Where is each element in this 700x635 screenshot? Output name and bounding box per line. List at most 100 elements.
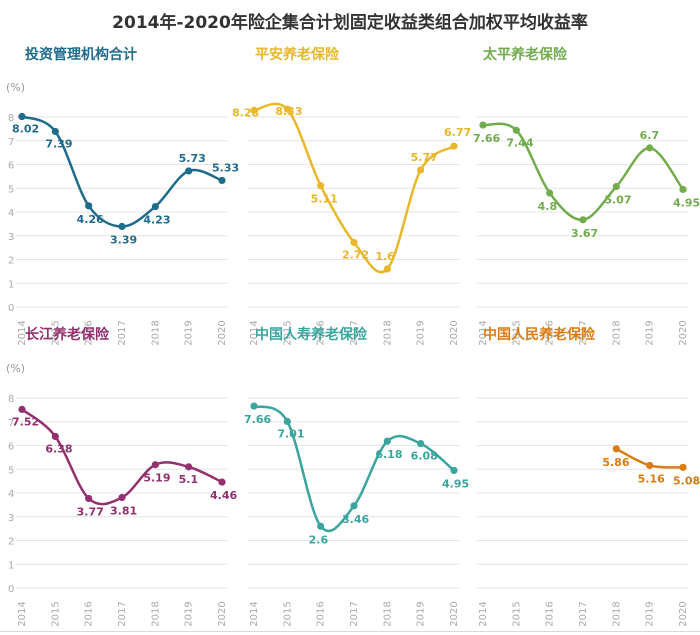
x-tick-label: 2016: [84, 320, 95, 345]
data-point: [283, 105, 291, 113]
x-tick-label: 2014: [249, 601, 260, 626]
x-tick-label: 2019: [416, 601, 427, 626]
x-tick-label: 2020: [678, 320, 689, 345]
x-tick-label: 2014: [17, 601, 28, 626]
y-tick-label: 8: [8, 394, 14, 405]
y-tick-label: 1: [8, 560, 14, 571]
x-tick-label: 2016: [545, 320, 556, 345]
data-label: 8.28: [232, 106, 259, 119]
data-label: 5.08: [673, 474, 700, 487]
x-tick-label: 2018: [382, 601, 393, 626]
x-tick-label: 2015: [50, 601, 61, 626]
data-label: 5.77: [411, 151, 438, 164]
data-point: [118, 493, 126, 502]
x-tick-label: 2018: [611, 601, 622, 626]
x-tick-label: 2016: [316, 320, 327, 345]
x-tick-label: 2019: [184, 320, 195, 345]
panel-title-3: 长江养老保险: [25, 326, 110, 343]
x-tick-label: 2019: [645, 601, 656, 626]
data-label: 5.16: [638, 472, 665, 485]
data-label: 8.02: [12, 123, 39, 136]
data-point: [185, 167, 193, 175]
x-tick-label: 2018: [611, 320, 622, 345]
y-tick-label: 8: [8, 113, 14, 124]
y-tick-label: 5: [8, 184, 14, 195]
data-point: [579, 216, 587, 224]
x-tick-label: 2020: [217, 320, 228, 345]
y-unit-label: (%): [6, 362, 25, 375]
data-label: 3.46: [342, 513, 369, 526]
data-point: [283, 417, 291, 426]
y-tick-label: 0: [8, 584, 14, 595]
panel-title-0: 投资管理机构合计: [25, 46, 137, 63]
data-point: [612, 445, 620, 453]
data-label: 1.6: [375, 250, 395, 263]
data-point: [151, 461, 159, 469]
y-tick-label: 5: [8, 465, 14, 476]
series-line-3: [21, 408, 223, 506]
y-tick-label: 2: [8, 537, 14, 548]
y-tick-label: 7: [8, 418, 14, 429]
data-label: 7.66: [473, 132, 500, 145]
x-tick-label: 2020: [449, 601, 460, 626]
data-point: [612, 182, 620, 191]
data-label: 7.66: [244, 413, 271, 426]
x-tick-label: 2017: [349, 601, 360, 626]
data-label: 7.44: [506, 136, 533, 149]
data-label: 2.6: [309, 533, 329, 546]
x-tick-label: 2018: [382, 320, 393, 345]
y-tick-label: 4: [8, 489, 14, 500]
data-label: 4.95: [673, 196, 700, 209]
data-point: [317, 182, 325, 190]
y-unit-label: (%): [6, 81, 25, 94]
data-point: [679, 463, 687, 471]
x-tick-label: 2014: [249, 320, 260, 345]
data-label: 4.26: [77, 213, 104, 226]
data-label: 5.73: [179, 152, 206, 165]
data-point: [51, 432, 59, 441]
data-label: 4.8: [538, 200, 558, 213]
x-tick-label: 2019: [184, 601, 195, 626]
x-tick-label: 2016: [84, 601, 95, 626]
data-point: [546, 189, 554, 197]
data-point: [18, 112, 26, 121]
data-label: 6.18: [375, 448, 402, 461]
data-point: [383, 437, 391, 445]
data-label: 3.67: [571, 227, 598, 240]
data-label: 4.23: [143, 214, 170, 227]
y-tick-label: 2: [8, 256, 14, 267]
data-point: [151, 202, 159, 211]
x-tick-label: 2015: [50, 320, 61, 345]
data-point: [118, 222, 126, 231]
y-tick-label: 3: [8, 232, 14, 243]
data-point: [218, 176, 226, 185]
data-point: [679, 185, 687, 194]
data-point: [646, 144, 654, 152]
data-point: [350, 238, 358, 246]
data-point: [317, 522, 325, 530]
x-tick-label: 2019: [645, 320, 656, 345]
x-tick-label: 2014: [478, 601, 489, 626]
data-label: 5.33: [212, 161, 239, 174]
data-point: [218, 478, 226, 486]
data-label: 8.33: [275, 105, 302, 118]
y-tick-label: 3: [8, 513, 14, 524]
bottom-divider: [0, 631, 700, 632]
x-tick-label: 2020: [217, 601, 228, 626]
panel-title-5: 中国人民养老保险: [483, 326, 596, 343]
y-tick-label: 6: [8, 161, 14, 172]
x-tick-label: 2018: [150, 601, 161, 626]
data-point: [350, 502, 358, 510]
data-point: [383, 265, 391, 273]
data-label: 3.39: [110, 233, 137, 246]
data-point: [417, 166, 425, 174]
data-point: [250, 106, 258, 114]
data-label: 6.7: [640, 129, 660, 142]
data-point: [85, 494, 93, 503]
x-tick-label: 2014: [17, 320, 28, 345]
x-tick-label: 2020: [449, 320, 460, 345]
data-label: 7.39: [45, 137, 72, 150]
x-tick-label: 2016: [545, 601, 556, 626]
x-tick-label: 2017: [578, 320, 589, 345]
y-tick-label: 7: [8, 137, 14, 148]
